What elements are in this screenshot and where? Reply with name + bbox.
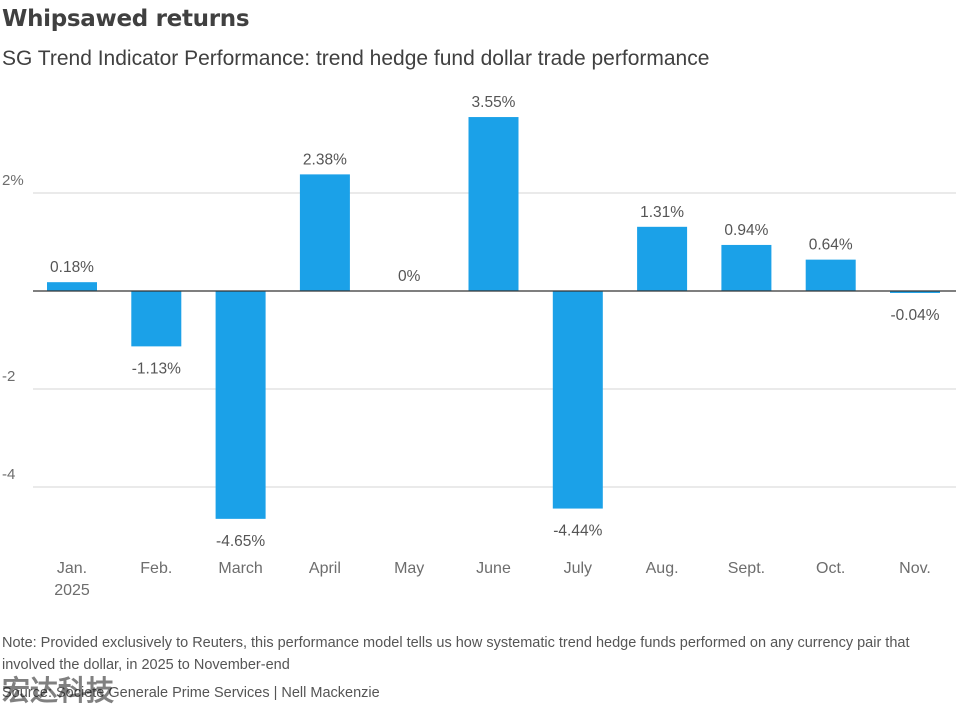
- watermark-logo: 宏达科技: [2, 674, 114, 705]
- data-labels: 0.18% -1.13% -4.65% 2.38% 0% 3.55% -4.44% 1.31%…: [50, 94, 940, 550]
- x-tick-label: May: [394, 560, 424, 577]
- y-tick-label: -2: [2, 368, 15, 385]
- data-label: 0%: [398, 268, 421, 285]
- data-label: -4.65%: [216, 533, 265, 550]
- data-label: 1.31%: [640, 204, 684, 221]
- x-tick-label: 2025: [54, 582, 90, 599]
- bar: [215, 291, 266, 519]
- watermark-text: 宏达科技: [2, 674, 114, 705]
- chart-title: Whipsawed returns: [2, 6, 250, 32]
- x-tick-label: April: [309, 560, 341, 577]
- y-axis-ticks: 2% -2 -4: [2, 172, 24, 483]
- data-label: 2.38%: [303, 151, 347, 168]
- x-tick-label: July: [564, 560, 592, 577]
- x-tick-label: Oct.: [816, 560, 845, 577]
- bar: [299, 174, 350, 291]
- chart-source: Source: Societe Generale Prime Services …: [2, 685, 380, 701]
- chart-subtitle: SG Trend Indicator Performance: trend he…: [2, 47, 710, 70]
- bar: [721, 244, 772, 291]
- x-tick-label: Sept.: [728, 560, 765, 577]
- data-label: 0.64%: [809, 237, 853, 254]
- bar-chart: 2% -2 -4 0.18% -1.13% -4.65% 2.38% 0% 3.55% -4.4…: [2, 94, 956, 599]
- data-label: 0.18%: [50, 259, 94, 276]
- data-label: -4.44%: [553, 523, 602, 540]
- x-tick-label: Jan.: [57, 560, 87, 577]
- data-label: -1.13%: [132, 360, 181, 377]
- bar: [468, 117, 519, 291]
- chart-note: Note: Provided exclusively to Reuters, t…: [2, 635, 910, 673]
- data-label: -0.04%: [890, 307, 939, 324]
- y-tick-label: 2%: [2, 172, 24, 189]
- x-tick-label: Feb.: [140, 560, 172, 577]
- x-tick-label: June: [476, 560, 511, 577]
- bar: [890, 291, 940, 293]
- bar: [131, 291, 182, 347]
- bar: [552, 291, 603, 509]
- bar: [805, 259, 856, 291]
- bars: [47, 117, 940, 519]
- data-label: 3.55%: [472, 94, 516, 111]
- x-axis-ticks: Jan. 2025 Feb. March April May June July Aug. Sep…: [54, 560, 931, 599]
- bar: [47, 282, 97, 291]
- y-tick-label: -4: [2, 466, 15, 483]
- bar: [637, 226, 688, 291]
- x-tick-label: Nov.: [899, 560, 931, 577]
- x-tick-label: March: [218, 560, 262, 577]
- x-tick-label: Aug.: [646, 560, 679, 577]
- data-label: 0.94%: [724, 222, 768, 239]
